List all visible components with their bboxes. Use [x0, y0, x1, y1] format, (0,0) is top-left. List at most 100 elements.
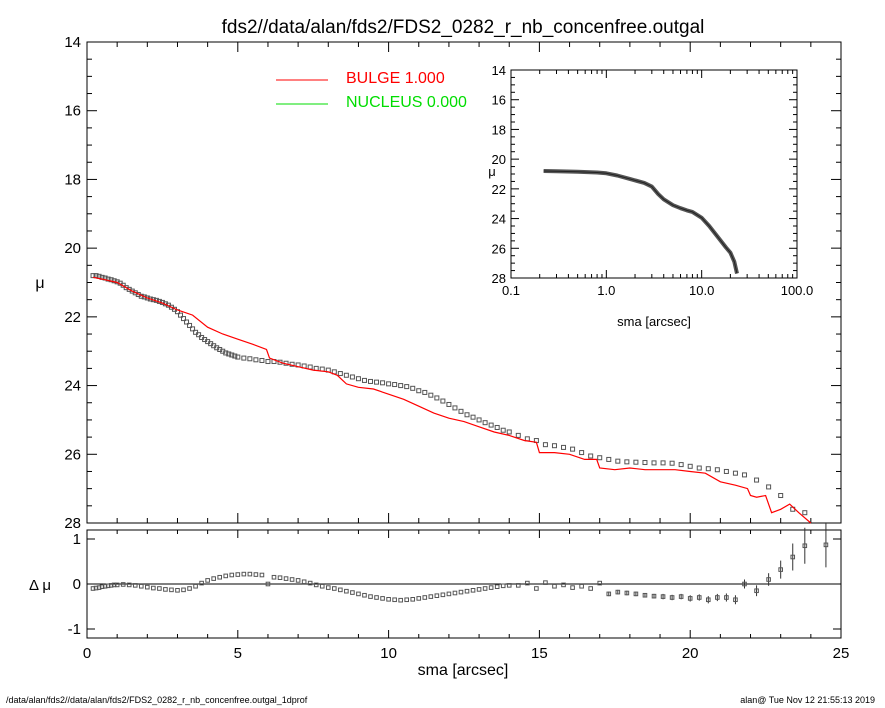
inset-y-tick-label: 20 — [492, 152, 506, 167]
data-point — [181, 316, 187, 322]
data-point — [696, 465, 702, 471]
residual-point — [313, 582, 319, 588]
main-y-tick-label: 28 — [64, 515, 81, 532]
residual-point — [404, 597, 409, 603]
inset-log-panel: 0.1 1.0 10.0 100.0 14 16 18 20 22 24 26 28 μ sma [a… — [488, 63, 813, 329]
data-point — [343, 372, 349, 378]
residual-point — [488, 585, 494, 590]
main-y-tick-label: 18 — [64, 171, 81, 188]
residual-point — [295, 578, 301, 583]
inset-y-tick-label: 28 — [492, 271, 506, 286]
inset-y-tick-label: 16 — [492, 93, 506, 108]
data-point — [253, 357, 259, 363]
data-point — [337, 371, 343, 377]
residual-point — [277, 575, 283, 581]
residual-point — [99, 584, 105, 590]
data-point — [494, 424, 500, 430]
residual-point — [506, 583, 512, 588]
data-point — [368, 378, 374, 384]
inset-x-tick-label: 10.0 — [689, 283, 714, 298]
inset-y-tick-label: 22 — [492, 182, 506, 197]
residual-point — [350, 590, 355, 595]
residual-point — [93, 585, 99, 591]
legend-nucleus-label: NUCLEUS 0.000 — [346, 94, 467, 111]
main-profile-panel: 14 16 18 20 22 24 26 28 μ BULGE 1.000 NUCLEUS 0… — [35, 34, 842, 679]
bulge-model-line — [92, 276, 812, 524]
data-point — [404, 384, 410, 390]
residual-point — [344, 588, 349, 594]
residual-point — [307, 580, 313, 586]
data-point — [398, 383, 404, 389]
residual-point — [606, 591, 612, 597]
residual-point — [525, 580, 530, 586]
residual-point — [742, 581, 747, 587]
residual-point — [669, 595, 675, 600]
residual-point — [102, 583, 108, 589]
residual-point — [217, 574, 223, 580]
residual-point — [151, 585, 156, 591]
data-point — [542, 442, 548, 448]
residual-point — [362, 592, 367, 598]
data-point — [416, 388, 422, 394]
residual-point — [570, 585, 575, 590]
residual-point — [163, 587, 168, 592]
data-point — [687, 463, 693, 469]
data-point — [802, 510, 808, 516]
data-point — [187, 322, 193, 328]
residual-point — [241, 571, 247, 577]
residual-point — [615, 589, 621, 595]
data-point — [651, 460, 657, 466]
inset-y-tick-label: 26 — [492, 241, 506, 256]
main-y-tick-label: 22 — [64, 309, 81, 326]
data-point — [232, 353, 238, 359]
residual-point — [651, 593, 657, 599]
residual-point — [766, 577, 771, 582]
residual-point — [181, 587, 186, 593]
residual-point — [705, 597, 711, 603]
residual-point — [157, 586, 162, 591]
data-point — [380, 380, 386, 386]
data-point — [588, 453, 594, 459]
residual-point — [229, 572, 235, 578]
residual-y-axis-label: Δ μ — [29, 577, 51, 594]
residual-point — [422, 595, 428, 600]
data-point — [561, 444, 567, 450]
data-point — [196, 332, 202, 338]
residual-point — [515, 583, 521, 588]
x-tick-label: 15 — [531, 645, 548, 662]
residual-point — [633, 591, 639, 597]
residual-point — [132, 583, 138, 588]
residual-point — [380, 596, 385, 601]
data-point — [660, 460, 666, 466]
inset-y-axis-label: μ — [488, 164, 496, 179]
residual-point — [120, 582, 126, 587]
data-point — [754, 477, 760, 483]
residual-point — [428, 594, 434, 599]
footer-timestamp: alan@ Tue Nov 12 21:55:13 2019 — [740, 695, 875, 705]
data-point — [579, 450, 585, 456]
residual-point — [534, 586, 539, 591]
residual-point — [374, 595, 379, 600]
residual-point — [392, 597, 397, 603]
residual-point — [500, 583, 506, 589]
data-point — [241, 355, 247, 361]
main-y-tick-label: 24 — [64, 378, 81, 395]
data-point — [597, 455, 603, 461]
residual-point — [446, 591, 452, 597]
inset-x-tick-label: 0.1 — [502, 283, 520, 298]
inset-y-tick-label: 14 — [492, 63, 506, 78]
residual-point — [90, 586, 96, 591]
main-y-tick-label: 14 — [64, 34, 81, 51]
residual-point — [111, 582, 117, 588]
residual-point — [494, 584, 500, 590]
data-point — [470, 414, 476, 420]
residual-point — [552, 583, 557, 589]
residual-point — [624, 590, 630, 596]
residual-point — [205, 578, 210, 583]
residual-axis-ticks: 0 5 10 15 20 25-101 — [68, 530, 849, 662]
residual-point — [271, 574, 277, 580]
residual-y-tick-label: -1 — [68, 621, 81, 638]
residual-point — [356, 591, 361, 597]
residual-point — [715, 595, 720, 600]
